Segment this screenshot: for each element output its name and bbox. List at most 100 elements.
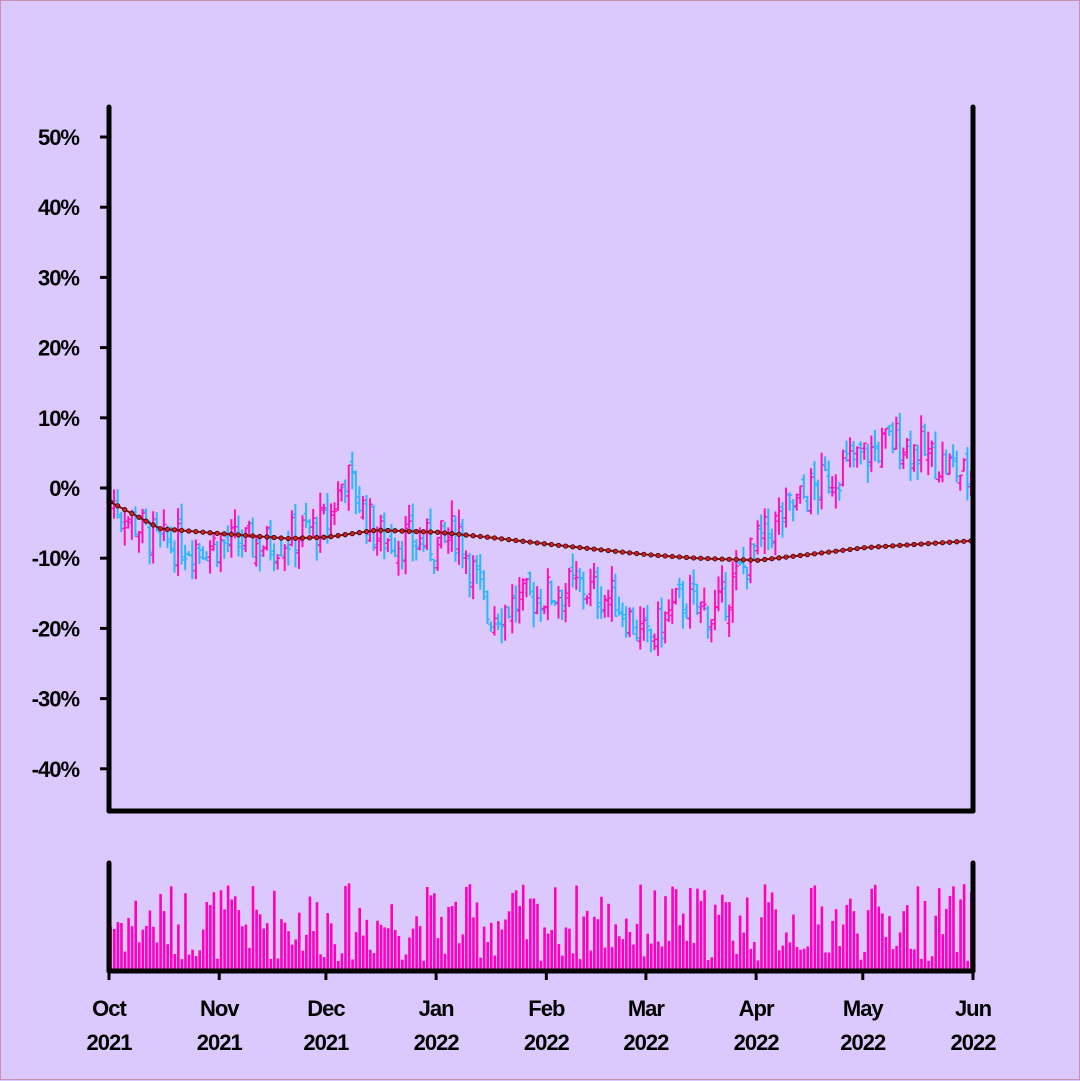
moving-average-marker [683,554,690,561]
volume-bar [660,946,664,971]
ohlc-bar [918,415,924,473]
ohlc-bar [559,589,565,621]
moving-average-marker [321,534,327,540]
moving-average-marker [520,538,526,544]
volume-bar [781,945,785,971]
volume-bar [457,943,461,971]
moving-average-marker [840,547,846,553]
ohlc-bar [335,481,341,511]
ohlc-bar [513,585,519,623]
volume-bar [902,911,905,971]
volume-bar [614,924,617,971]
ohlc-bar [879,427,885,468]
ohlc-bar [509,584,515,634]
volume-bar [116,922,120,971]
y-tick-label: -30% [32,687,80,712]
x-tick-label-month: Oct [92,996,127,1021]
volume-bar [504,919,507,971]
volume-bar [767,902,770,971]
moving-average-marker [499,536,505,542]
ohlc-bar [392,537,398,558]
volume-bar [561,955,564,971]
volume-bar [479,957,482,971]
volume-bar [383,927,386,971]
moving-average-marker [378,527,384,533]
ohlc-bar [332,502,337,526]
moving-average-marker [868,544,874,550]
ohlc-bar [847,437,853,468]
ohlc-bar [591,562,597,589]
moving-average-marker [115,503,121,509]
ohlc-bar [182,544,188,571]
ohlc-bar [328,503,334,539]
ohlc-bar [840,449,846,487]
x-tick-label-year: 2022 [414,1030,460,1055]
ohlc-bar [684,603,689,620]
x-tick-label-year: 2022 [623,1030,669,1055]
volume-bar [507,911,511,971]
ohlc-bar [317,492,323,553]
volume-bar [369,949,372,971]
moving-average-marker [513,537,519,544]
volume-bar [582,916,585,971]
volume-bar [841,924,845,971]
volume-bar [866,910,870,971]
volume-bar [955,952,959,971]
ohlc-bar [570,553,576,588]
volume-bar [297,912,301,971]
moving-average-marker [755,557,761,563]
ohlc-bar [346,464,352,511]
volume-bar [397,936,401,971]
volume-bar [639,884,642,971]
volume-bar [532,898,536,971]
ohlc-bar [534,586,540,615]
ohlc-bar [531,582,537,628]
volume-bar [340,953,344,971]
ohlc-bar [954,450,960,483]
ohlc-bar [403,516,409,575]
volume-bar [390,904,393,971]
ohlc-bar [147,520,153,565]
ohlc-bar [712,590,718,631]
moving-average-marker [534,540,540,546]
ohlc-bar [467,552,473,598]
ohlc-bar [360,496,366,520]
moving-average-marker [399,528,405,534]
moving-average-marker [776,555,782,561]
ohlc-bar [552,599,558,607]
ohlc-bar [349,451,355,490]
moving-average-marker [861,545,867,551]
moving-average-marker [349,531,355,537]
ohlc-bar [755,520,761,555]
volume-bar [870,888,873,971]
x-tick-label-year: 2022 [951,1030,997,1055]
volume-bar [873,884,877,971]
volume-bar [945,908,948,971]
ohlc-bar [794,493,800,511]
moving-average-marker [527,539,533,545]
volume-bar [226,885,230,971]
ohlc-bar [214,541,220,568]
moving-average-marker [449,531,455,537]
moving-average-marker [278,535,284,541]
ohlc-bar [865,443,871,483]
volume-bar [127,918,130,971]
volume-bar [621,939,625,971]
ohlc-bar [641,607,647,641]
ohlc-bar [797,485,803,504]
volume-bar [283,922,287,971]
volume-bar [294,939,297,971]
volume-bar [738,915,742,971]
volume-bar [923,901,927,971]
moving-average-marker [179,527,185,534]
volume-bar [539,960,543,971]
moving-average-marker [435,529,441,535]
moving-average-marker [328,534,334,540]
x-tick-label-year: 2022 [524,1030,570,1055]
ohlc-bar [225,525,231,553]
ohlc-bar [435,536,441,571]
volume-bar [319,954,322,971]
ohlc-bar [211,531,217,551]
ohlc-bar [438,520,444,549]
volume-bar [141,929,145,971]
